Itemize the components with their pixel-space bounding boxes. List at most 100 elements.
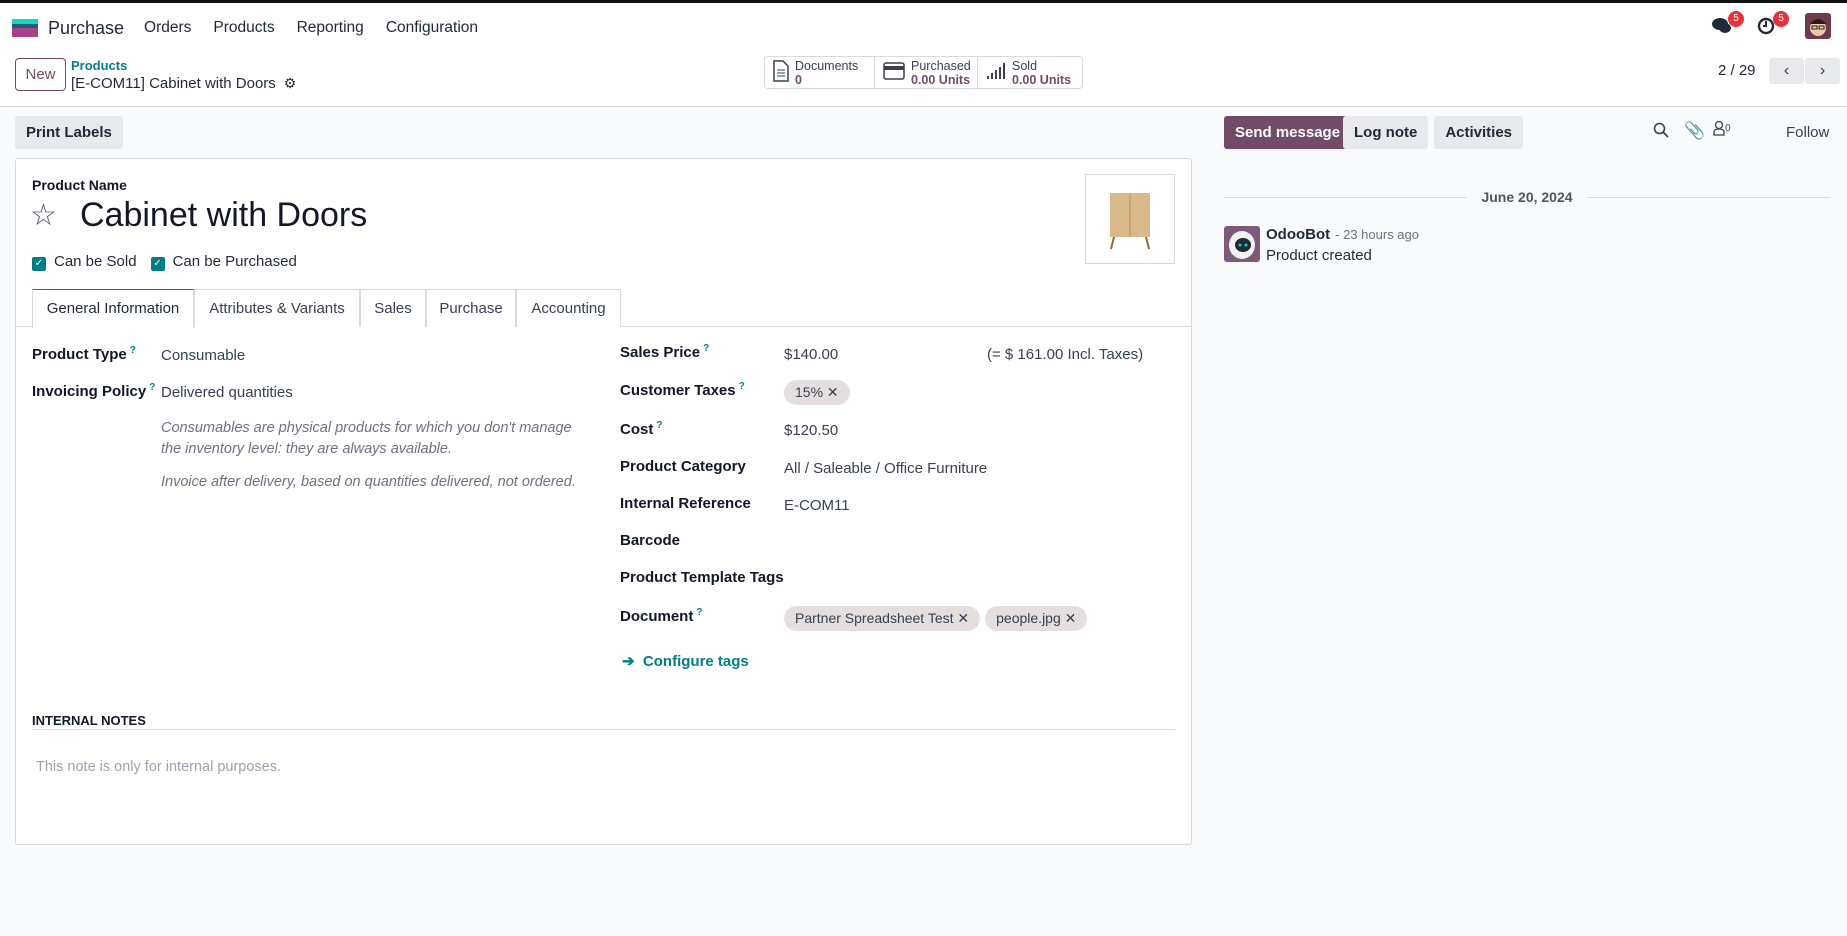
checkbox-row: ✓ Can be Sold ✓ Can be Purchased [32, 253, 297, 271]
product-image[interactable] [1085, 174, 1175, 264]
message-body: Product created [1266, 247, 1372, 264]
star-favorite-icon[interactable]: ☆ [30, 199, 57, 232]
remove-tag-icon[interactable]: ✕ [957, 610, 970, 626]
nav-reporting[interactable]: Reporting [296, 19, 364, 36]
product-form-sheet [15, 158, 1192, 845]
signal-bars-icon [986, 62, 1006, 83]
checkbox-label: Can be Purchased [172, 253, 297, 270]
document-tag: people.jpg ✕ [985, 606, 1088, 631]
product-name-label: Product Name [32, 177, 127, 193]
user-icon [1713, 120, 1725, 136]
invoicing-policy-field[interactable]: Delivered quantities [161, 384, 293, 401]
label-text: Product Type [32, 346, 127, 363]
gear-icon[interactable]: ⚙ [283, 75, 297, 91]
follow-button[interactable]: Follow [1786, 124, 1830, 141]
remove-tag-icon[interactable]: ✕ [826, 384, 839, 400]
stat-value: 0.00 Units [911, 72, 971, 87]
activities-button[interactable]: Activities [1434, 116, 1524, 149]
can-be-purchased-checkbox[interactable]: ✓ Can be Purchased [150, 253, 297, 271]
internal-notes-divider [32, 729, 1175, 730]
product-category-field[interactable]: All / Saleable / Office Furniture [784, 460, 988, 477]
product-template-tags-field[interactable] [800, 567, 1174, 591]
tag-label: 15% [795, 384, 824, 400]
documents-stat-button[interactable]: Documents 0 [764, 56, 875, 89]
tab-accounting[interactable]: Accounting [516, 289, 621, 327]
activities-badge: 5 [1773, 11, 1789, 27]
sales-price-field[interactable]: $140.00 [784, 346, 839, 363]
breadcrumb-products[interactable]: Products [71, 58, 128, 73]
nav-configuration[interactable]: Configuration [385, 19, 479, 36]
tab-attributes-variants[interactable]: Attributes & Variants [194, 289, 360, 327]
help-icon[interactable]: ? [696, 607, 703, 618]
tag-label: Partner Spreadsheet Test [795, 610, 954, 626]
product-type-label: Product Type? [32, 345, 136, 363]
date-separator-row: June 20, 2024 [1224, 189, 1830, 205]
pager-next-button[interactable]: › [1805, 58, 1840, 84]
messages-icon[interactable]: 5 [1712, 11, 1744, 37]
tab-general-information[interactable]: General Information [32, 289, 194, 328]
label-text: Document [620, 608, 694, 625]
document-icon [773, 60, 789, 85]
nav-orders[interactable]: Orders [144, 19, 192, 36]
message-author[interactable]: OdooBot [1266, 226, 1331, 243]
help-icon[interactable]: ? [656, 420, 663, 431]
help-icon[interactable]: ? [129, 345, 136, 356]
label-text: Invoicing Policy [32, 383, 147, 400]
checkbox-checked-icon: ✓ [32, 257, 46, 271]
purchased-stat-button[interactable]: Purchased 0.00 Units [874, 56, 978, 89]
incl-taxes-text: (= $ 161.00 Incl. Taxes) [987, 346, 1144, 363]
label-text: Cost [620, 421, 654, 438]
invoicing-policy-help-text: Invoice after delivery, based on quantit… [161, 474, 576, 490]
configure-tags-link[interactable]: ➔ Configure tags [622, 652, 749, 670]
chatter-buttons: Log note Activities [1343, 116, 1524, 149]
cost-field[interactable]: $120.50 [784, 422, 839, 439]
remove-tag-icon[interactable]: ✕ [1064, 610, 1077, 626]
nav-products[interactable]: Products [213, 19, 275, 36]
breadcrumb-current-row: [E-COM11] Cabinet with Doors ⚙ [71, 75, 296, 92]
app-logo-icon[interactable] [12, 19, 38, 37]
document-field[interactable]: Partner Spreadsheet Test ✕ people.jpg ✕ [784, 606, 1092, 631]
product-template-tags-label: Product Template Tags [620, 569, 784, 586]
top-bar [0, 0, 1847, 3]
log-note-button[interactable]: Log note [1343, 116, 1429, 149]
paperclip-icon[interactable]: 📎 [1684, 121, 1706, 140]
search-icon[interactable] [1653, 122, 1669, 143]
followers-button[interactable]: 0 [1713, 120, 1731, 139]
odoobot-avatar[interactable] [1224, 226, 1260, 262]
pager-previous-button[interactable]: ‹ [1769, 58, 1804, 84]
help-icon[interactable]: ? [703, 343, 710, 354]
app-brand[interactable]: Purchase [48, 17, 125, 38]
new-button[interactable]: New [15, 58, 66, 91]
help-icon[interactable]: ? [738, 381, 745, 392]
invoicing-policy-label: Invoicing Policy? [32, 382, 155, 400]
credit-card-icon [883, 62, 905, 83]
checkbox-label: Can be Sold [54, 253, 137, 270]
barcode-label: Barcode [620, 532, 681, 549]
document-label: Document? [620, 607, 702, 625]
internal-reference-field[interactable]: E-COM11 [784, 497, 850, 514]
breadcrumb-current: [E-COM11] Cabinet with Doors [71, 75, 276, 92]
product-type-field[interactable]: Consumable [161, 347, 246, 364]
message-time: - 23 hours ago [1335, 227, 1419, 242]
activities-clock-icon[interactable]: 5 [1757, 11, 1789, 37]
sold-stat-button[interactable]: Sold 0.00 Units [977, 56, 1083, 89]
stat-label: Documents [795, 58, 859, 73]
control-panel: New Products [E-COM11] Cabinet with Door… [0, 53, 1847, 107]
tab-sales[interactable]: Sales [360, 289, 426, 327]
internal-notes-input[interactable]: This note is only for internal purposes. [36, 759, 282, 775]
internal-notes-heading: INTERNAL NOTES [32, 713, 146, 728]
product-name-input[interactable]: Cabinet with Doors [80, 196, 368, 234]
label-text: Customer Taxes [620, 382, 736, 399]
pager-value[interactable]: 2 / 29 [1718, 62, 1756, 79]
checkbox-checked-icon: ✓ [150, 257, 165, 271]
user-avatar[interactable] [1805, 13, 1831, 39]
tab-purchase[interactable]: Purchase [426, 289, 516, 327]
send-message-button[interactable]: Send message [1224, 116, 1352, 149]
customer-taxes-field[interactable]: 15% ✕ [784, 380, 855, 405]
barcode-field[interactable] [800, 530, 1174, 554]
can-be-sold-checkbox[interactable]: ✓ Can be Sold [32, 253, 137, 271]
document-tag: Partner Spreadsheet Test ✕ [784, 606, 981, 631]
help-icon[interactable]: ? [149, 382, 156, 393]
print-labels-button[interactable]: Print Labels [15, 116, 123, 149]
message-header: OdooBot - 23 hours ago [1266, 226, 1419, 243]
